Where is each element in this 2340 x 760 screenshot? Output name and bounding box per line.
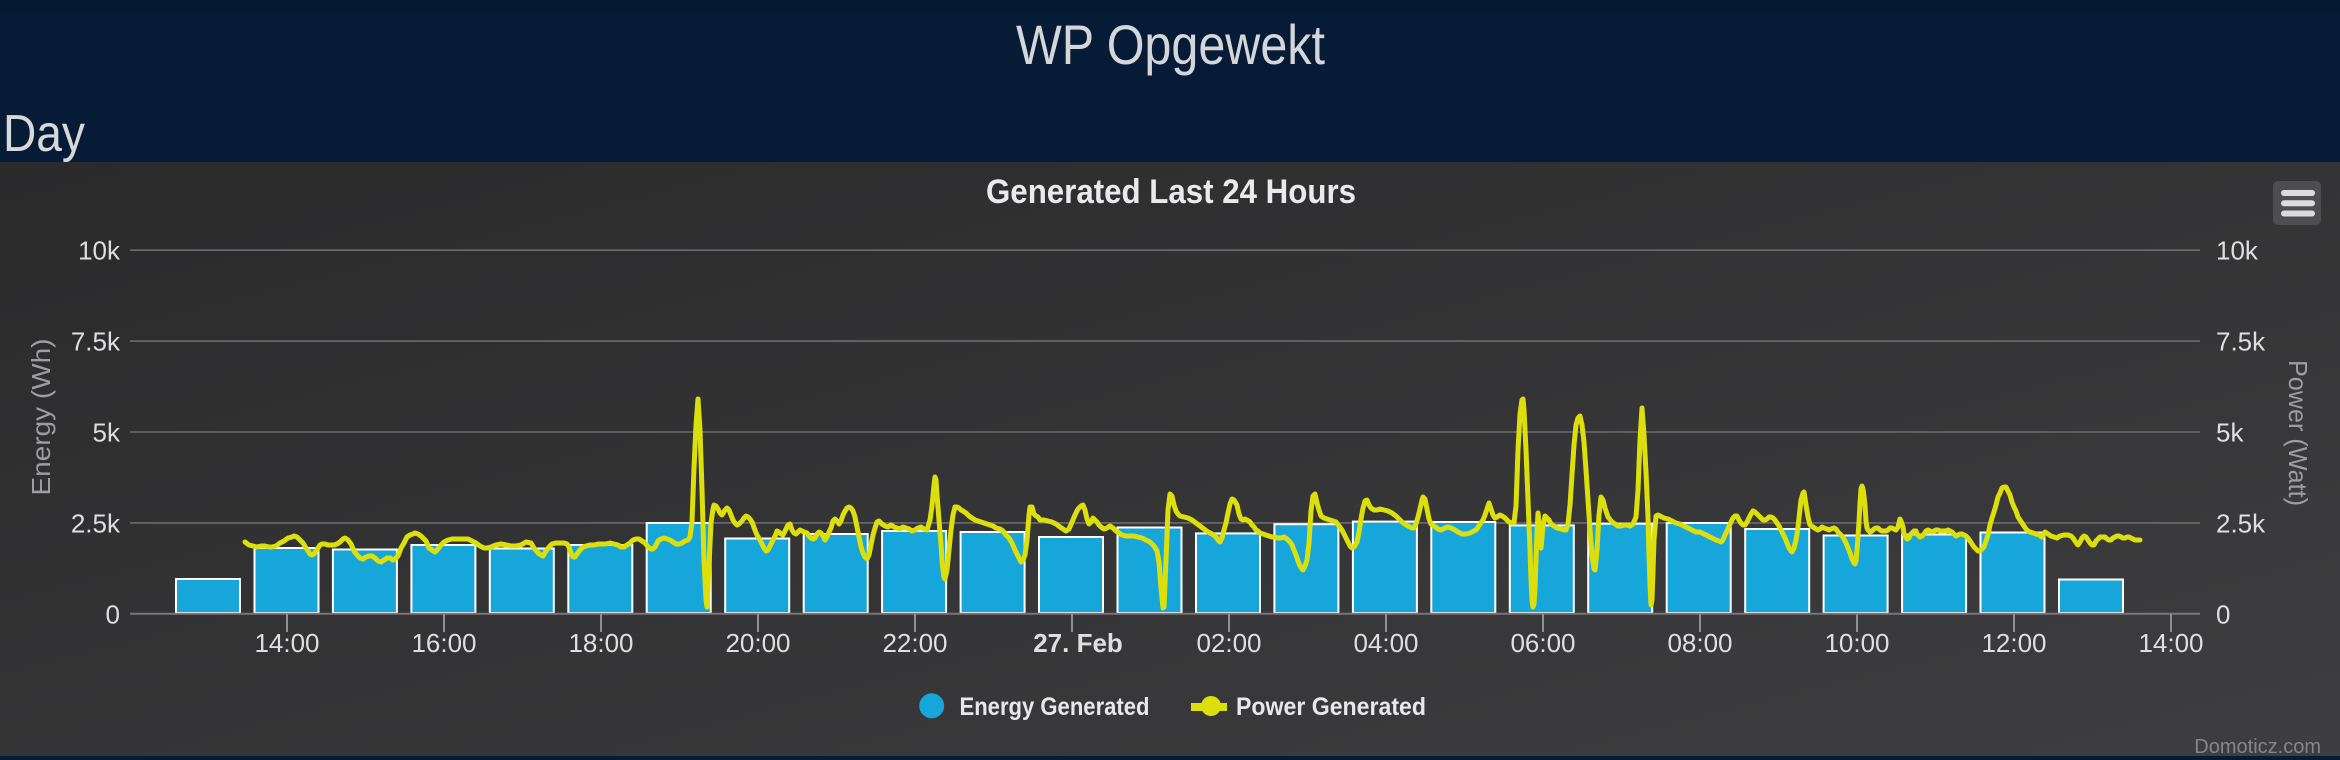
svg-text:WP Opgewekt: WP Opgewekt [1016, 13, 1325, 76]
svg-text:18:00: 18:00 [568, 628, 633, 658]
svg-text:Generated Last 24 Hours: Generated Last 24 Hours [986, 173, 1356, 211]
svg-text:20:00: 20:00 [725, 628, 790, 658]
svg-text:7.5k: 7.5k [71, 327, 121, 357]
svg-text:7.5k: 7.5k [2216, 327, 2266, 357]
svg-text:14:00: 14:00 [254, 628, 319, 658]
svg-text:Day: Day [3, 105, 85, 163]
svg-text:5k: 5k [2216, 418, 2244, 448]
svg-text:22:00: 22:00 [882, 628, 947, 658]
svg-text:06:00: 06:00 [1510, 628, 1575, 658]
svg-text:0: 0 [2216, 599, 2230, 629]
svg-text:5k: 5k [93, 418, 121, 448]
svg-text:14:00: 14:00 [2138, 628, 2203, 658]
svg-text:10:00: 10:00 [1824, 628, 1889, 658]
svg-text:0: 0 [106, 599, 120, 629]
svg-text:10k: 10k [2216, 236, 2259, 266]
svg-text:Energy Generated: Energy Generated [960, 693, 1150, 721]
svg-text:02:00: 02:00 [1196, 628, 1261, 658]
svg-text:Energy (Wh): Energy (Wh) [26, 339, 56, 496]
svg-text:2.5k: 2.5k [2216, 508, 2266, 538]
svg-text:08:00: 08:00 [1667, 628, 1732, 658]
svg-text:12:00: 12:00 [1981, 628, 2046, 658]
svg-text:Domoticz.com: Domoticz.com [2194, 736, 2321, 758]
svg-text:04:00: 04:00 [1353, 628, 1418, 658]
svg-text:16:00: 16:00 [411, 628, 476, 658]
svg-text:27. Feb: 27. Feb [1033, 628, 1123, 658]
svg-text:10k: 10k [78, 236, 121, 266]
svg-text:Power Generated: Power Generated [1236, 693, 1426, 721]
svg-text:Power (Watt): Power (Watt) [2283, 360, 2313, 506]
svg-text:2.5k: 2.5k [71, 508, 121, 538]
